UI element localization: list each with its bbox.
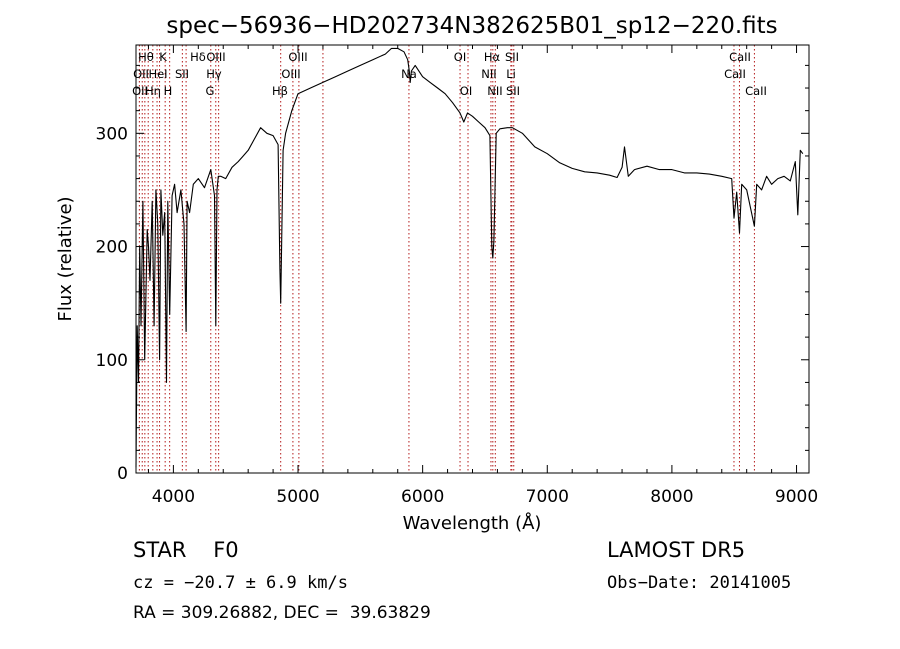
object-class: STAR (133, 538, 187, 562)
line-label: SII (505, 50, 519, 64)
line-label: Hα (484, 50, 501, 64)
object-subclass: F0 (213, 538, 239, 562)
line-label: HeI (148, 67, 167, 81)
x-axis-label: Wavelength (Å) (403, 512, 542, 534)
line-label: OIII (281, 67, 300, 81)
ra-dec-text: RA = 309.26882, DEC = 39.63829 (133, 603, 431, 623)
y-tick-label: 0 (117, 464, 128, 484)
y-axis: 0 100 200 300 (96, 64, 809, 484)
redshift-text: cz = −20.7 ± 6.9 km/s (133, 573, 348, 593)
line-label: OI (454, 50, 466, 64)
line-label: Li (506, 67, 516, 81)
line-label: SII (506, 84, 520, 98)
line-label: CaII (729, 50, 751, 64)
obs-date: Obs−Date: 20141005 (607, 573, 792, 593)
y-tick-label: 300 (96, 124, 128, 144)
chart-title: spec−56936−HD202734N382625B01_sp12−220.f… (166, 13, 777, 39)
line-label: K (159, 50, 167, 64)
line-label: Hγ (206, 67, 222, 81)
line-label: NII (487, 84, 502, 98)
emission-line-markers (138, 45, 755, 473)
line-label: SII (175, 67, 189, 81)
line-label: OIII (288, 50, 307, 64)
y-tick-label: 200 (96, 238, 128, 258)
x-tick-label: 7000 (526, 487, 569, 507)
x-axis: 4000 5000 6000 7000 8000 9000 (147, 45, 818, 507)
spectrum-series-line (135, 47, 804, 468)
y-tick-label: 100 (96, 351, 128, 371)
plot-frame (135, 44, 810, 474)
line-label: NII (481, 67, 496, 81)
line-label: Hβ (272, 84, 288, 98)
object-class-line: STAR F0 (133, 538, 239, 562)
x-tick-label: 8000 (650, 487, 693, 507)
line-label: Hθ (138, 50, 154, 64)
x-tick-label: 4000 (152, 487, 195, 507)
line-label: CaII (724, 67, 746, 81)
x-tick-label: 9000 (775, 487, 818, 507)
y-axis-label: Flux (relative) (55, 196, 76, 321)
line-label: Hη (145, 84, 161, 98)
x-tick-label: 6000 (401, 487, 444, 507)
line-label: Hδ (190, 50, 206, 64)
x-tick-label: 5000 (276, 487, 319, 507)
line-label: CaII (745, 84, 767, 98)
line-label: OI (460, 84, 472, 98)
survey-name: LAMOST DR5 (607, 538, 746, 562)
line-label: OIII (206, 50, 225, 64)
line-label: G (206, 84, 215, 98)
line-label: H (164, 84, 173, 98)
line-label: OII (133, 67, 149, 81)
